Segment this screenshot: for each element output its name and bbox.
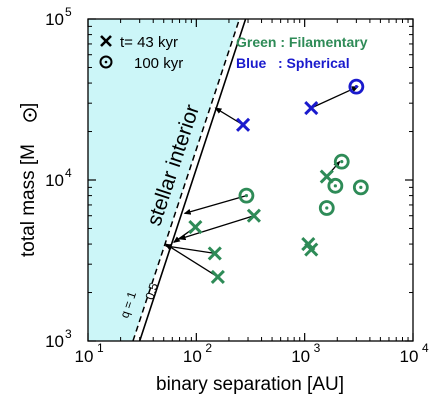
cross-stroke	[210, 269, 225, 284]
x-tick-exponent: 4	[422, 341, 429, 355]
cross-stroke	[319, 169, 334, 184]
ring-center	[340, 160, 344, 164]
legend-o-label: 100 kyr	[134, 55, 183, 72]
cross-stroke	[304, 242, 319, 257]
x-tick-label: 10	[291, 347, 310, 366]
filamentary-100kyr-marker	[238, 187, 255, 204]
y-tick-label: 10	[45, 171, 64, 190]
ring-outline	[327, 177, 344, 194]
spherical-43kyr-marker	[236, 117, 251, 132]
ring-center	[333, 184, 337, 188]
y-tick-label: 10	[45, 332, 64, 351]
y-axis-label-close: ]	[18, 103, 39, 108]
ring-outline	[318, 200, 335, 216]
migration-arrow	[178, 215, 255, 241]
solar-symbol-icon	[23, 108, 37, 122]
cross-stroke	[304, 100, 319, 116]
filamentary-100kyr-marker	[318, 200, 335, 216]
cross-stroke	[236, 117, 251, 132]
legend: t= 43 kyr 100 kyr Green : Filamentary Bl…	[99, 34, 368, 72]
filamentary-100kyr-marker	[327, 177, 344, 194]
legend-blue-label: Blue : Spherical	[236, 55, 350, 71]
legend-green-label: Green : Filamentary	[236, 34, 368, 50]
y-axis-label-text: total mass [M	[18, 144, 39, 257]
x-tick-exponent: 2	[205, 341, 212, 355]
migration-arrow	[183, 194, 247, 215]
filamentary-43kyr-marker	[207, 246, 222, 261]
x-tick-label: 10	[75, 347, 94, 366]
q-equals-0.5-label: 0.5	[142, 281, 161, 302]
ring-center	[354, 85, 358, 89]
y-axis-label: total mass [M ]	[18, 103, 39, 257]
stellar-interior-region	[88, 19, 240, 341]
ring-outline	[348, 78, 365, 95]
cross-stroke	[188, 220, 203, 235]
x-axis-label: binary separation [AU]	[156, 374, 344, 395]
filamentary-100kyr-marker	[352, 179, 369, 196]
y-tick-exponent: 3	[65, 327, 72, 341]
ring-center	[359, 185, 363, 189]
filamentary-43kyr-marker	[188, 220, 203, 235]
ring-outline	[333, 153, 350, 170]
y-tick-label: 10	[45, 10, 64, 29]
filamentary-43kyr-marker	[246, 208, 261, 223]
q05-solid-line	[138, 19, 247, 341]
y-tick-exponent: 5	[65, 5, 72, 19]
legend-x-label: t= 43 kyr	[120, 34, 178, 51]
x-tick-exponent: 1	[97, 341, 104, 355]
y-tick-exponent: 4	[65, 166, 72, 180]
x-tick-label: 10	[183, 347, 202, 366]
migration-arrow	[164, 243, 219, 278]
cross-stroke	[207, 246, 222, 261]
x-tick-label: 10	[400, 347, 419, 366]
ring-outline	[352, 179, 369, 196]
x-tick-exponent: 3	[314, 341, 321, 355]
migration-arrow	[164, 243, 215, 255]
ring-outline	[238, 187, 255, 204]
filamentary-100kyr-marker	[333, 153, 350, 170]
filamentary-43kyr-marker	[210, 269, 225, 284]
spherical-100kyr-marker	[348, 78, 365, 95]
legend-x-marker-icon	[100, 35, 112, 47]
spherical-43kyr-marker	[304, 100, 319, 116]
ring-center	[325, 206, 329, 210]
filamentary-43kyr-marker	[304, 242, 319, 257]
q1-dashed-line	[132, 19, 241, 341]
cross-stroke	[301, 237, 316, 252]
cross-stroke	[246, 208, 261, 223]
ring-center	[244, 194, 249, 198]
legend-o-marker-icon	[99, 55, 113, 69]
